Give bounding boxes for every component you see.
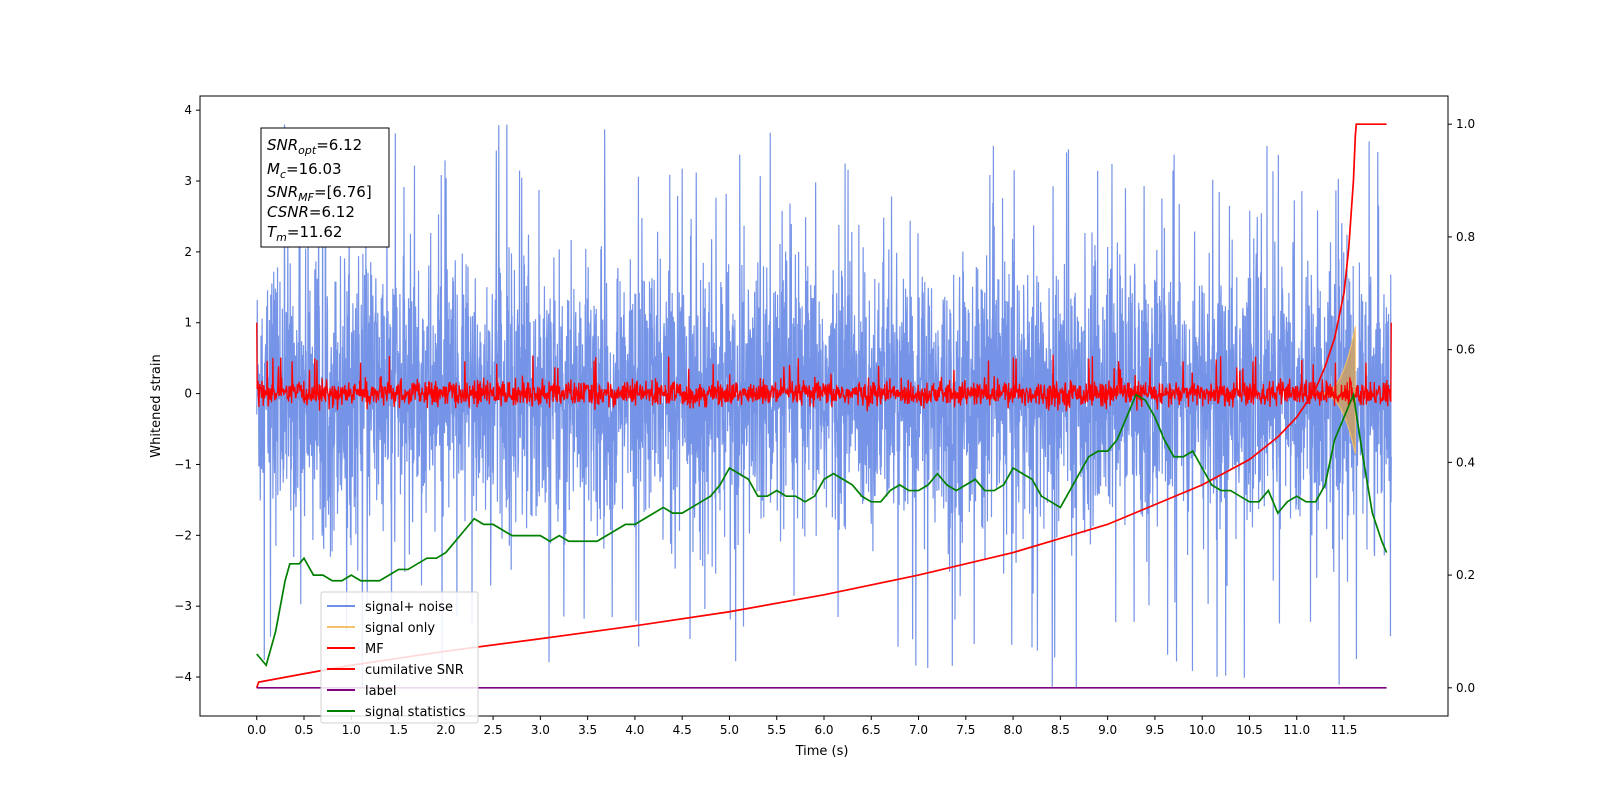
annotation-box: SNRopt=6.12 Mc=16.03 SNRMF=[6.76] CSNR=6… bbox=[260, 127, 390, 248]
y-left-tick-label: 3 bbox=[184, 174, 192, 188]
y-left-tick-label: 1 bbox=[184, 316, 192, 330]
legend-label: signal statistics bbox=[365, 705, 466, 720]
x-tick-label: 4.0 bbox=[625, 723, 644, 737]
y-left-tick-label: 4 bbox=[184, 103, 192, 117]
y-left-tick-label: −4 bbox=[174, 670, 192, 684]
x-tick-label: 4.5 bbox=[673, 723, 692, 737]
mf-line bbox=[256, 322, 1392, 412]
x-tick-label: 9.5 bbox=[1145, 723, 1164, 737]
annotation-snr-opt: SNRopt=6.12 bbox=[267, 136, 362, 157]
x-axis-ticks: 0.0 0.5 1.0 1.5 2.0 2.5 3.0 3.5 4.0 4.5 5.0 5.5 6.0 6… bbox=[247, 716, 1357, 737]
x-tick-label: 5.5 bbox=[767, 723, 786, 737]
x-tick-label: 1.5 bbox=[389, 723, 408, 737]
y-right-tick-label: 0.0 bbox=[1456, 681, 1475, 695]
y-left-tick-label: −2 bbox=[174, 528, 192, 542]
x-tick-label: 2.0 bbox=[436, 723, 455, 737]
legend-label: signal only bbox=[365, 621, 435, 636]
y-right-tick-label: 0.4 bbox=[1456, 455, 1475, 469]
x-tick-label: 2.5 bbox=[484, 723, 503, 737]
y-axis-label: Whitened strain bbox=[149, 354, 164, 457]
x-tick-label: 10.0 bbox=[1189, 723, 1216, 737]
y-right-tick-label: 0.6 bbox=[1456, 343, 1475, 357]
annotation-tm: Tm=11.62 bbox=[267, 223, 342, 244]
annotation-csnr: CSNR=6.12 bbox=[267, 203, 355, 221]
x-tick-label: 3.5 bbox=[578, 723, 597, 737]
mf-series bbox=[256, 322, 1392, 412]
y-left-tick-label: 0 bbox=[184, 387, 192, 401]
signal-noise-series bbox=[256, 124, 1392, 689]
signal-noise-line bbox=[256, 124, 1392, 689]
x-tick-label: 7.5 bbox=[956, 723, 975, 737]
x-tick-label: 6.0 bbox=[814, 723, 833, 737]
x-tick-label: 3.0 bbox=[531, 723, 550, 737]
annotation-mc: Mc=16.03 bbox=[267, 160, 342, 181]
legend-label: label bbox=[365, 684, 396, 699]
x-tick-label: 11.5 bbox=[1331, 723, 1358, 737]
x-tick-label: 6.5 bbox=[862, 723, 881, 737]
x-tick-label: 11.0 bbox=[1283, 723, 1310, 737]
x-tick-label: 7.0 bbox=[909, 723, 928, 737]
x-tick-label: 8.5 bbox=[1051, 723, 1070, 737]
legend-label: cumilative SNR bbox=[365, 663, 464, 678]
legend: signal+ noise signal only MF cumilative SNR… bbox=[320, 591, 479, 724]
x-tick-label: 0.0 bbox=[247, 723, 266, 737]
y-left-tick-label: 2 bbox=[184, 245, 192, 259]
legend-label: signal+ noise bbox=[365, 600, 453, 615]
x-tick-label: 1.0 bbox=[342, 723, 361, 737]
x-tick-label: 5.0 bbox=[720, 723, 739, 737]
legend-label: MF bbox=[365, 642, 384, 657]
y-left-tick-label: −3 bbox=[174, 599, 192, 613]
annotation-snr-mf: SNRMF=[6.76] bbox=[267, 183, 372, 204]
x-axis-label: Time (s) bbox=[795, 744, 849, 759]
x-tick-label: 0.5 bbox=[294, 723, 313, 737]
y-right-tick-label: 1.0 bbox=[1456, 117, 1475, 131]
y-right-axis-ticks: 0.0 0.2 0.4 0.6 0.8 1.0 bbox=[1448, 117, 1475, 695]
signal-statistics-line bbox=[256, 391, 1388, 668]
x-tick-label: 10.5 bbox=[1236, 723, 1263, 737]
y-right-tick-label: 0.2 bbox=[1456, 568, 1475, 582]
x-tick-label: 8.0 bbox=[1004, 723, 1023, 737]
y-left-axis-ticks: −4 −3 −2 −1 0 1 2 3 4 bbox=[174, 103, 200, 684]
y-right-tick-label: 0.8 bbox=[1456, 230, 1475, 244]
y-left-tick-label: −1 bbox=[174, 457, 192, 471]
x-tick-label: 9.0 bbox=[1098, 723, 1117, 737]
